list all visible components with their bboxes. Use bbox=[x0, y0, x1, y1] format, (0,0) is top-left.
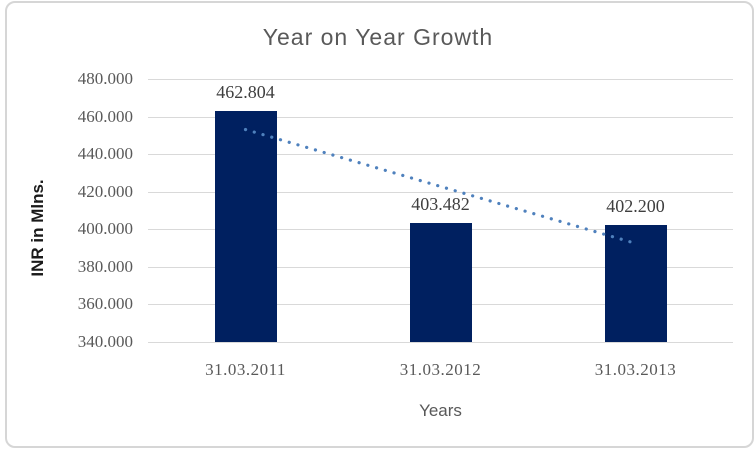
y-tick-label: 420.000 bbox=[77, 181, 133, 201]
bar-data-label: 403.482 bbox=[411, 193, 470, 214]
y-tick-label: 380.000 bbox=[77, 256, 133, 276]
trendline bbox=[243, 127, 638, 245]
bar-data-label: 462.804 bbox=[216, 82, 275, 103]
bar bbox=[409, 222, 472, 342]
y-tick-label: 400.000 bbox=[77, 219, 133, 239]
gridline bbox=[148, 79, 733, 80]
bar-data-label: 402.200 bbox=[606, 196, 665, 217]
x-axis-title: Years bbox=[419, 401, 462, 420]
gridline bbox=[148, 154, 733, 156]
bar bbox=[214, 111, 277, 342]
bar bbox=[604, 225, 667, 342]
x-tick-label: 31.03.2011 bbox=[205, 360, 286, 379]
x-tick-label: 31.03.2013 bbox=[594, 360, 677, 379]
y-tick-label: 360.000 bbox=[77, 294, 133, 314]
y-tick-label: 480.000 bbox=[77, 69, 133, 88]
gridline bbox=[148, 191, 733, 193]
plot-area: 462.804 403.482 402.200 bbox=[148, 79, 733, 343]
chart-title: Year on Year Growth bbox=[262, 24, 494, 50]
y-tick-label: 460.000 bbox=[77, 106, 133, 126]
gridline bbox=[148, 342, 733, 343]
y-tick-label: 340.000 bbox=[77, 332, 133, 351]
gridline bbox=[148, 116, 733, 118]
y-tick-label: 440.000 bbox=[77, 144, 133, 164]
x-tick-label: 31.03.2012 bbox=[399, 360, 482, 379]
